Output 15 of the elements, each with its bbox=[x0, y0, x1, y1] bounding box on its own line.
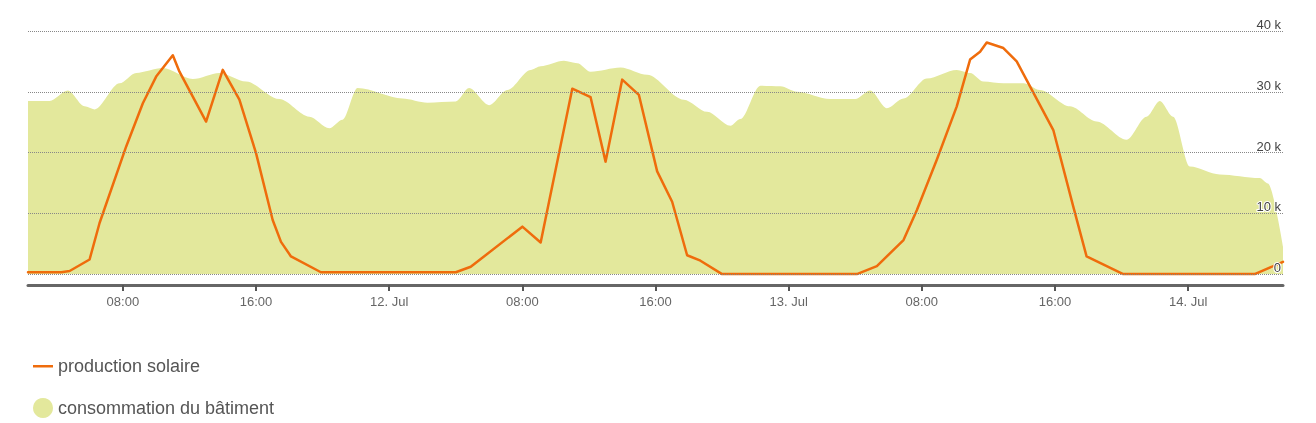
x-tick-label: 16:00 bbox=[239, 294, 273, 309]
y-tick-label: 30 k bbox=[1256, 77, 1282, 93]
x-tick-label: 08:00 bbox=[106, 294, 140, 309]
x-tick-label: 16:00 bbox=[1038, 294, 1072, 309]
x-tick-label: 14. Jul bbox=[1168, 294, 1208, 309]
x-tick-label: 16:00 bbox=[639, 294, 672, 309]
x-tick-label: 12. Jul bbox=[370, 294, 409, 309]
y-tick-label: 10 k bbox=[1256, 199, 1282, 215]
x-tick-label: 08:00 bbox=[506, 294, 539, 309]
x-tick-label: 08:00 bbox=[905, 294, 939, 309]
y-tick-label: 40 k bbox=[1256, 17, 1282, 32]
x-tick-label: 13. Jul bbox=[769, 294, 808, 309]
legend-label: production solaire bbox=[58, 356, 201, 376]
y-tick-label: 20 k bbox=[1256, 138, 1282, 154]
legend-label: consommation du bâtiment bbox=[58, 398, 275, 418]
